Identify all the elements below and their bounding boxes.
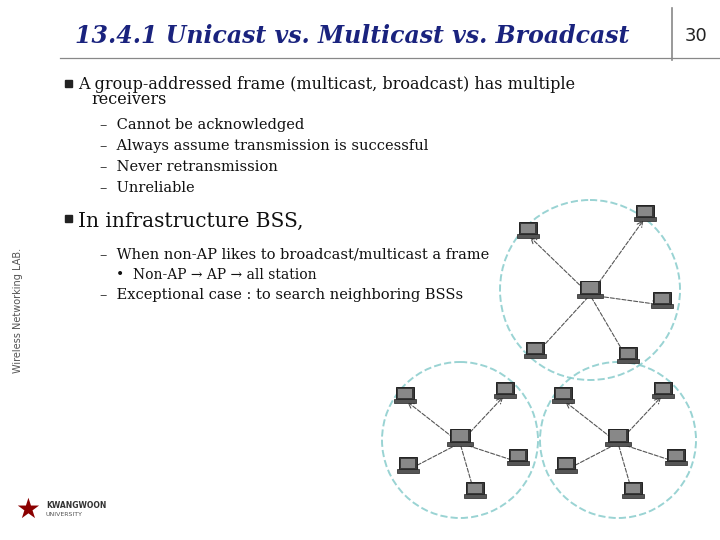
Text: UNIVERSITY: UNIVERSITY: [46, 512, 83, 517]
FancyBboxPatch shape: [65, 214, 72, 221]
FancyBboxPatch shape: [651, 304, 673, 307]
FancyBboxPatch shape: [555, 469, 577, 472]
FancyBboxPatch shape: [653, 292, 671, 304]
Text: –  Always assume transmission is successful: – Always assume transmission is successf…: [100, 139, 428, 153]
FancyBboxPatch shape: [638, 206, 652, 215]
FancyBboxPatch shape: [494, 394, 516, 397]
Text: Wireless Networking LAB.: Wireless Networking LAB.: [13, 247, 23, 373]
Text: •  Non-AP → AP → all station: • Non-AP → AP → all station: [116, 268, 317, 282]
FancyBboxPatch shape: [619, 347, 636, 359]
Text: –  Unreliable: – Unreliable: [100, 181, 194, 195]
FancyBboxPatch shape: [582, 282, 598, 293]
FancyBboxPatch shape: [450, 429, 470, 442]
FancyBboxPatch shape: [523, 354, 546, 357]
FancyBboxPatch shape: [401, 458, 415, 468]
FancyBboxPatch shape: [521, 224, 535, 233]
FancyBboxPatch shape: [394, 399, 416, 402]
FancyBboxPatch shape: [626, 483, 640, 492]
FancyBboxPatch shape: [636, 205, 654, 217]
FancyBboxPatch shape: [397, 388, 413, 397]
FancyBboxPatch shape: [580, 280, 600, 294]
FancyBboxPatch shape: [519, 222, 537, 234]
FancyBboxPatch shape: [396, 387, 414, 399]
FancyBboxPatch shape: [509, 449, 527, 461]
FancyBboxPatch shape: [617, 359, 639, 362]
FancyBboxPatch shape: [468, 483, 482, 492]
Text: –  When non-AP likes to broadcast/multicast a frame: – When non-AP likes to broadcast/multica…: [100, 248, 490, 262]
FancyBboxPatch shape: [554, 387, 572, 399]
Text: –  Cannot be acknowledged: – Cannot be acknowledged: [100, 118, 305, 132]
Text: –  Never retransmission: – Never retransmission: [100, 160, 278, 174]
FancyBboxPatch shape: [526, 342, 544, 354]
FancyBboxPatch shape: [557, 457, 575, 469]
FancyBboxPatch shape: [498, 383, 513, 393]
FancyBboxPatch shape: [399, 457, 417, 469]
FancyBboxPatch shape: [634, 217, 656, 220]
FancyBboxPatch shape: [496, 382, 514, 394]
Text: In infrastructure BSS,: In infrastructure BSS,: [78, 212, 304, 231]
FancyBboxPatch shape: [665, 461, 687, 464]
FancyBboxPatch shape: [464, 494, 486, 497]
Text: –  Exceptional case : to search neighboring BSSs: – Exceptional case : to search neighbori…: [100, 288, 463, 302]
FancyBboxPatch shape: [654, 294, 670, 302]
Text: A group-addressed frame (multicast, broadcast) has multiple: A group-addressed frame (multicast, broa…: [78, 76, 575, 93]
FancyBboxPatch shape: [528, 343, 542, 353]
FancyBboxPatch shape: [507, 461, 529, 464]
FancyBboxPatch shape: [447, 442, 472, 446]
FancyBboxPatch shape: [667, 449, 685, 461]
FancyBboxPatch shape: [656, 383, 670, 393]
FancyBboxPatch shape: [654, 382, 672, 394]
FancyBboxPatch shape: [622, 494, 644, 497]
Text: 30: 30: [685, 27, 707, 45]
FancyBboxPatch shape: [652, 394, 674, 397]
FancyBboxPatch shape: [577, 294, 603, 298]
FancyBboxPatch shape: [624, 482, 642, 494]
FancyBboxPatch shape: [451, 430, 469, 441]
FancyBboxPatch shape: [65, 79, 72, 86]
FancyBboxPatch shape: [621, 348, 635, 357]
FancyBboxPatch shape: [606, 442, 631, 446]
Text: KWANGWOON: KWANGWOON: [46, 501, 107, 510]
FancyBboxPatch shape: [510, 450, 526, 460]
Text: ★: ★: [16, 496, 40, 524]
FancyBboxPatch shape: [517, 234, 539, 238]
FancyBboxPatch shape: [552, 399, 575, 402]
FancyBboxPatch shape: [610, 430, 626, 441]
FancyBboxPatch shape: [397, 469, 419, 472]
Text: 13.4.1 Unicast vs. Multicast vs. Broadcast: 13.4.1 Unicast vs. Multicast vs. Broadca…: [75, 24, 629, 48]
FancyBboxPatch shape: [669, 450, 683, 460]
FancyBboxPatch shape: [467, 482, 484, 494]
FancyBboxPatch shape: [556, 388, 570, 397]
Text: receivers: receivers: [91, 91, 166, 108]
FancyBboxPatch shape: [559, 458, 573, 468]
FancyBboxPatch shape: [608, 429, 628, 442]
